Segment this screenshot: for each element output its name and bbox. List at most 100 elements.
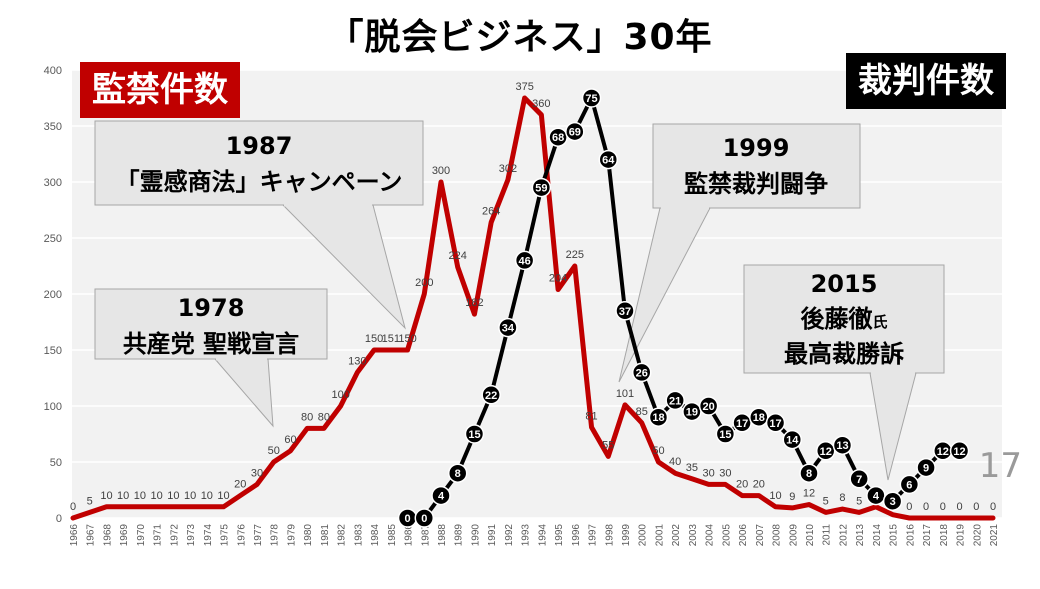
- x-tick-label: 1976: [236, 524, 247, 547]
- x-tick-label: 1986: [404, 524, 415, 547]
- x-tick-label: 1999: [621, 524, 632, 547]
- trial-data-label: 46: [519, 255, 531, 267]
- detention-series-line: [70, 95, 996, 521]
- y-tick-label: 200: [44, 289, 62, 301]
- detention-data-label: 264: [482, 205, 500, 217]
- x-tick-label: 2001: [654, 524, 665, 547]
- trial-data-label: 12: [820, 446, 832, 458]
- detention-data-label: 0: [990, 501, 996, 513]
- x-tick-label: 2020: [972, 524, 983, 547]
- trial-count-badge: 裁判件数: [846, 53, 1006, 109]
- callout-1999-year: 1999: [723, 134, 790, 162]
- x-tick-label: 1990: [470, 524, 481, 547]
- x-tick-label: 1997: [588, 524, 599, 547]
- callout-pointer: [282, 204, 406, 330]
- detention-data-label: 182: [465, 297, 483, 309]
- callout-1978-year: 1978: [178, 294, 245, 322]
- detention-data-label: 10: [769, 490, 781, 502]
- x-tick-label: 2014: [872, 524, 883, 547]
- detention-data-label: 10: [100, 490, 112, 502]
- x-tick-label: 2012: [838, 524, 849, 547]
- callout-1999-text: 監禁裁判闘争: [684, 170, 828, 198]
- trial-data-label: 17: [769, 418, 781, 430]
- trial-data-point: [615, 301, 635, 321]
- detention-data-label: 50: [652, 445, 664, 457]
- callout-box: [743, 264, 945, 374]
- trial-data-point: [832, 435, 853, 455]
- trial-data-point: [565, 121, 585, 142]
- page-number: 17: [978, 446, 1022, 486]
- trial-data-label: 6: [906, 479, 912, 491]
- trial-data-label: 68: [552, 132, 564, 144]
- trial-data-point: [514, 250, 535, 271]
- x-tick-label: 2017: [922, 524, 933, 547]
- callout-box: [94, 120, 424, 206]
- detention-data-label: 10: [117, 490, 129, 502]
- x-tick-label: 1994: [537, 524, 548, 547]
- x-tick-label: 2016: [905, 524, 916, 547]
- x-tick-label: 1996: [571, 524, 582, 547]
- x-tick-label: 1971: [153, 524, 164, 547]
- trial-data-label: 3: [890, 496, 896, 508]
- trial-data-point: [648, 407, 669, 427]
- detention-data-label: 224: [449, 250, 467, 262]
- detention-data-label: 20: [753, 479, 765, 491]
- x-tick-label: 2015: [889, 524, 900, 547]
- detention-data-label: 40: [669, 456, 681, 468]
- trial-data-label: 59: [535, 183, 547, 195]
- callout-1978: 1978 共産党 聖戦宣言: [94, 288, 328, 428]
- trial-data-point: [782, 429, 803, 450]
- trial-data-label: 0: [421, 513, 427, 525]
- detention-data-label: 80: [301, 411, 313, 423]
- trial-data-label: 21: [669, 395, 681, 407]
- trial-data-label: 69: [569, 127, 581, 139]
- trial-data-point: [899, 474, 920, 495]
- callout-1987: 1987 「霊感商法」キャンペーン: [94, 120, 424, 330]
- detention-data-label: 5: [823, 495, 829, 507]
- detention-data-label: 81: [585, 410, 597, 422]
- y-tick-label: 350: [44, 121, 62, 133]
- callout-pointer: [869, 372, 917, 481]
- trial-data-point: [531, 177, 552, 198]
- callout-2015-name-main: 後藤徹: [800, 305, 873, 333]
- trial-data-label: 19: [686, 407, 698, 419]
- trial-data-point: [447, 463, 468, 483]
- detention-data-label: 8: [839, 492, 845, 504]
- x-tick-label: 2006: [738, 524, 749, 547]
- detention-data-label: 5: [87, 495, 93, 507]
- trial-data-point: [698, 396, 719, 416]
- x-tick-label: 1972: [169, 524, 180, 547]
- trial-data-label: 64: [602, 155, 615, 167]
- x-tick-label: 2008: [772, 524, 783, 547]
- trial-data-label: 26: [636, 367, 648, 379]
- trial-data-label: 0: [404, 513, 410, 525]
- x-tick-label: 1995: [554, 524, 565, 547]
- x-tick-label: 1984: [370, 524, 381, 547]
- detention-data-label: 10: [134, 490, 146, 502]
- x-tick-label: 1968: [102, 524, 113, 547]
- detention-data-label: 375: [515, 81, 533, 93]
- x-tick-label: 1973: [186, 524, 197, 547]
- trial-data-point: [631, 362, 652, 383]
- x-tick-label: 1967: [86, 524, 97, 547]
- trial-data-point: [431, 485, 451, 506]
- detention-data-label: 50: [268, 445, 280, 457]
- detention-data-label: 10: [151, 490, 163, 502]
- y-tick-label: 300: [44, 177, 62, 189]
- trial-data-point: [799, 463, 819, 483]
- x-tick-label: 1987: [420, 524, 431, 547]
- trial-data-label: 8: [455, 468, 461, 480]
- trial-data-label: 7: [856, 474, 862, 486]
- detention-data-label: 10: [184, 490, 196, 502]
- x-tick-label: 1981: [320, 524, 331, 547]
- callout-pointer: [214, 358, 274, 428]
- x-tick-label: 2007: [755, 524, 766, 547]
- callout-1987-text: 「霊感商法」キャンペーン: [116, 168, 403, 196]
- x-tick-label: 2004: [705, 524, 716, 547]
- trial-data-point: [949, 441, 970, 461]
- detention-data-label: 0: [973, 501, 979, 513]
- x-tick-label: 2010: [805, 524, 816, 547]
- callout-1978-text: 共産党 聖戦宣言: [123, 330, 299, 358]
